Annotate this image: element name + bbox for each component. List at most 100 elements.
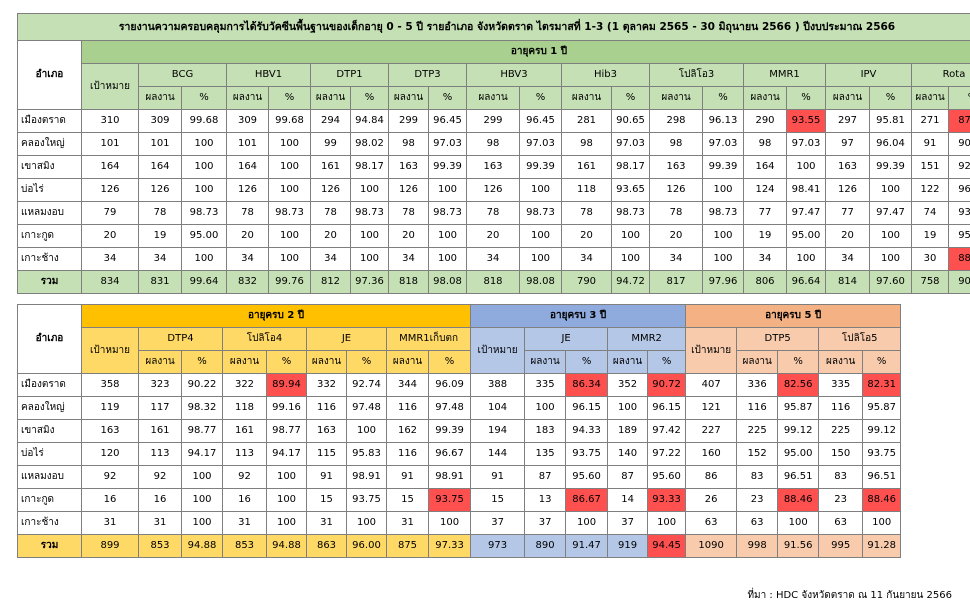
percent-value: 100 (181, 155, 227, 179)
total-target: 834 (81, 270, 139, 294)
target-value: 126 (81, 178, 139, 202)
percent-value: 90.72 (647, 373, 687, 397)
target-value: 194 (470, 419, 526, 443)
percent-value: 95.81 (869, 109, 912, 133)
result-value: 164 (138, 155, 182, 179)
age2-vaccine-3: MMR1เก็บตก (385, 327, 472, 351)
result-value: 271 (911, 109, 949, 133)
percent-value: 97.47 (786, 201, 826, 225)
age2-vaccine-2: JE (306, 327, 387, 351)
result-value: 116 (386, 442, 429, 466)
total-percent: 98.08 (428, 270, 467, 294)
vaccine-header-2: DTP1 (310, 63, 389, 87)
district-name: บ่อไร่ (17, 178, 82, 202)
age2-5-table: อำเภอ อายุครบ 2 ปี อายุครบ 3 ปี อายุครบ … (17, 304, 970, 558)
result-value: 37 (524, 511, 567, 535)
percent-value: 90.10 (947, 132, 970, 156)
percent-value: 96.13 (702, 109, 744, 133)
result-value: 34 (561, 247, 612, 271)
percent-value: 91.47 (565, 534, 609, 558)
result-value: 309 (226, 109, 269, 133)
result-value: 16 (138, 488, 182, 512)
result-value: 78 (138, 201, 182, 225)
result-value: 163 (388, 155, 429, 179)
target-value: 31 (81, 511, 139, 535)
percent-value: 97.33 (427, 534, 472, 558)
target-header-age2: เป้าหมาย (81, 327, 139, 374)
result-header: ผลงาน (607, 350, 649, 374)
result-value: 91 (386, 465, 429, 489)
vaccine-header-1: HBV1 (226, 63, 311, 87)
result-value: 225 (736, 419, 779, 443)
result-value: 63 (818, 511, 864, 535)
result-value: 161 (222, 419, 267, 443)
total-row: รวม 899 853 94.88 853 94.88 863 96.00 875 97.33 97… (17, 534, 970, 558)
result-value: 116 (386, 396, 429, 420)
district-name: แหลมงอบ (17, 465, 82, 489)
target-value: 20 (81, 224, 139, 248)
target-value: 91 (470, 465, 526, 489)
percent-value: 99.39 (519, 155, 562, 179)
percent-value: 98.73 (611, 201, 650, 225)
result-value: 97 (825, 132, 870, 156)
percent-value: 92.07 (947, 155, 970, 179)
result-value: 34 (226, 247, 269, 271)
result-value: 13 (524, 488, 567, 512)
pct-header: % (786, 86, 826, 110)
result-header: ผลงาน (226, 86, 269, 110)
percent-value: 100 (268, 132, 311, 156)
district-name: คลองใหญ่ (17, 132, 82, 156)
result-value: 98 (388, 132, 429, 156)
percent-value: 86.34 (565, 373, 609, 397)
age5-vaccine-0: DTP5 (736, 327, 820, 351)
result-value: 78 (466, 201, 520, 225)
vaccine-header-8: IPV (825, 63, 912, 87)
pct-header: % (181, 350, 223, 374)
pct-header: % (266, 350, 307, 374)
result-header: ผลงาน (743, 86, 787, 110)
percent-value: 100 (268, 247, 311, 271)
percent-value: 89.94 (266, 373, 307, 397)
percent-value: 100 (350, 247, 389, 271)
pct-header: % (346, 350, 387, 374)
result-value: 20 (310, 224, 351, 248)
percent-value: 96.45 (428, 109, 467, 133)
result-value: 34 (138, 247, 182, 271)
result-value: 16 (222, 488, 267, 512)
total-result: 806 (743, 270, 787, 294)
percent-value: 99.39 (428, 155, 467, 179)
percent-value: 86.67 (565, 488, 609, 512)
result-value: 161 (561, 155, 612, 179)
result-value: 100 (524, 396, 567, 420)
percent-value: 100 (268, 178, 311, 202)
percent-value: 100 (266, 488, 307, 512)
result-value: 117 (138, 396, 182, 420)
result-value: 30 (911, 247, 949, 271)
percent-value: 100 (611, 224, 650, 248)
result-value: 20 (825, 224, 870, 248)
result-value: 164 (226, 155, 269, 179)
percent-value: 98.41 (786, 178, 826, 202)
result-header: ผลงาน (388, 86, 429, 110)
percent-value: 99.39 (869, 155, 912, 179)
district-name: บ่อไร่ (17, 442, 82, 466)
percent-value: 90.22 (181, 373, 223, 397)
result-value: 78 (388, 201, 429, 225)
pct-header: % (427, 350, 472, 374)
table-row: เกาะช้าง 31 31 100 31 100 31 100 31 100 37 37 100 37 1… (17, 511, 970, 535)
result-value: 31 (222, 511, 267, 535)
pct-header: % (611, 86, 650, 110)
result-value: 161 (310, 155, 351, 179)
result-value: 126 (649, 178, 703, 202)
result-value: 126 (466, 178, 520, 202)
result-value: 352 (607, 373, 649, 397)
result-value: 78 (226, 201, 269, 225)
pct-header: % (350, 86, 389, 110)
percent-value: 98.73 (428, 201, 467, 225)
percent-value: 97.42 (647, 419, 687, 443)
percent-value: 100 (266, 511, 307, 535)
table-row: คลองใหญ่ 119 117 98.32 118 99.16 116 97.48 116 97… (17, 396, 970, 420)
result-value: 122 (911, 178, 949, 202)
percent-value: 98.73 (702, 201, 744, 225)
percent-value: 93.65 (611, 178, 650, 202)
